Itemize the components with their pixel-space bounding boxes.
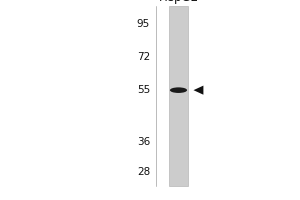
Text: 28: 28 — [137, 167, 150, 177]
Text: HepG2: HepG2 — [158, 0, 199, 4]
Ellipse shape — [170, 87, 187, 93]
Text: 95: 95 — [137, 19, 150, 29]
Text: 72: 72 — [137, 52, 150, 62]
Text: 55: 55 — [137, 85, 150, 95]
Polygon shape — [194, 86, 203, 95]
Bar — [169, 6, 188, 186]
Text: 36: 36 — [137, 137, 150, 147]
